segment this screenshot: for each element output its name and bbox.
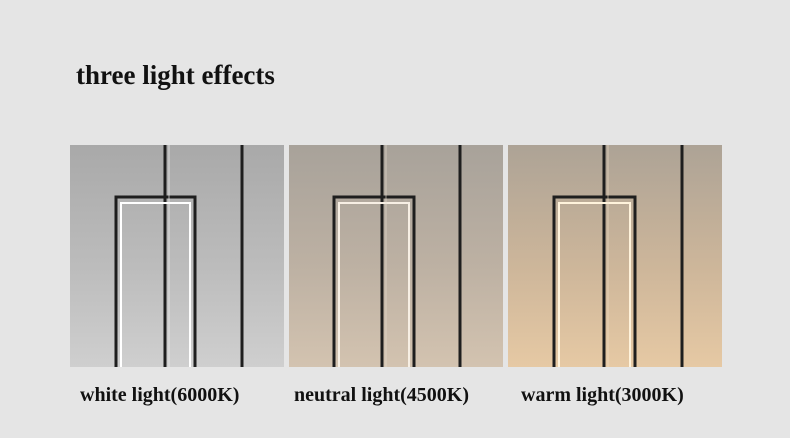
caption-warm-light: warm light(3000K) <box>521 384 684 406</box>
led-strip <box>338 202 410 367</box>
led-strip <box>120 202 191 367</box>
lamp-photo-warm <box>508 145 722 367</box>
led-strip <box>558 202 631 367</box>
caption-white-light: white light(6000K) <box>80 384 240 406</box>
lamp-photo-white <box>70 145 284 367</box>
caption-neutral-light: neutral light(4500K) <box>294 384 469 406</box>
page-title: three light effects <box>76 60 275 90</box>
lamp-photo-neutral <box>289 145 503 367</box>
